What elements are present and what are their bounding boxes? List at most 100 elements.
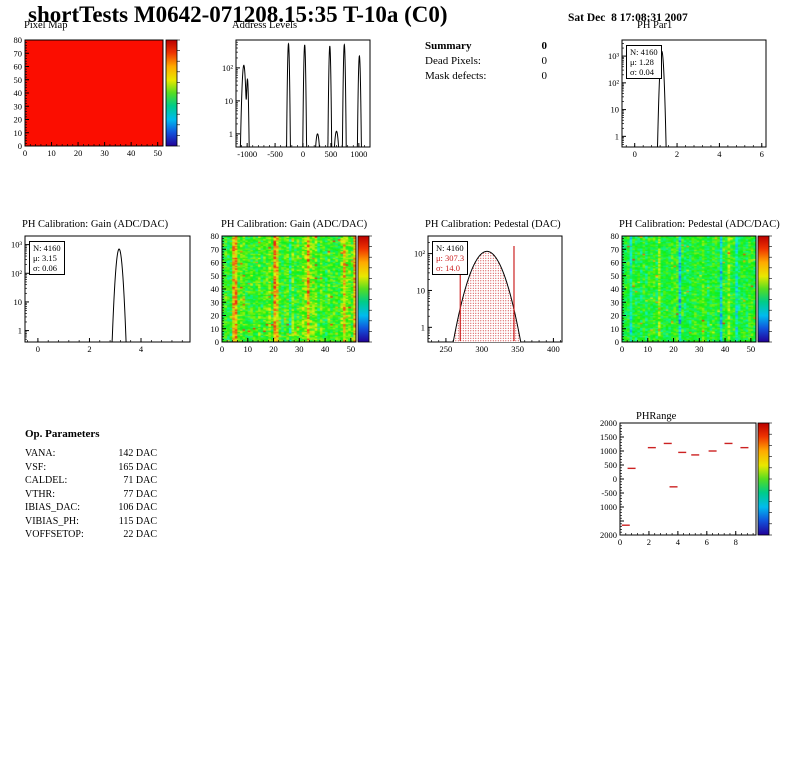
svg-text:0: 0 [220, 344, 224, 354]
svg-text:500: 500 [325, 149, 338, 159]
op-param-row: VIBIAS_PH: 115 DAC [25, 515, 157, 529]
op-param-row: CALDEL: 71 DAC [25, 474, 157, 488]
timestamp: Sat Dec 8 17:08:31 2007 [568, 12, 688, 24]
gain-hist-title: PH Calibration: Gain (ADC/DAC) [22, 219, 169, 230]
svg-text:70: 70 [611, 244, 620, 254]
param-label: VTHR: [25, 488, 55, 500]
svg-text:40: 40 [721, 344, 730, 354]
param-value: 106 DAC [118, 502, 157, 513]
svg-text:10: 10 [14, 128, 23, 138]
dead-pixels-value: 0 [541, 55, 548, 67]
svg-text:1000: 1000 [600, 446, 617, 456]
svg-text:1000: 1000 [600, 502, 617, 512]
stat-mean: μ: 307.3 [436, 253, 465, 263]
svg-text:0: 0 [620, 344, 624, 354]
op-param-row: VSF: 165 DAC [25, 461, 157, 475]
param-value: 71 DAC [123, 475, 157, 486]
summary-block: Summary 0 Dead Pixels: 0 Mask defects: 0 [425, 40, 547, 85]
svg-text:250: 250 [440, 344, 453, 354]
stat-mean: μ: 3.15 [33, 253, 57, 263]
svg-text:500: 500 [604, 460, 617, 470]
svg-text:80: 80 [14, 35, 23, 45]
pedestal-map-title: PH Calibration: Pedestal (ADC/DAC) [619, 219, 780, 230]
svg-text:2: 2 [87, 344, 91, 354]
param-value: 22 DAC [123, 529, 157, 540]
svg-text:10: 10 [47, 148, 56, 158]
svg-text:2000: 2000 [600, 530, 617, 540]
svg-text:40: 40 [611, 284, 620, 294]
svg-text:2: 2 [647, 537, 651, 547]
svg-text:4: 4 [139, 344, 144, 354]
svg-text:0: 0 [36, 344, 40, 354]
op-param-row: VTHR: 77 DAC [25, 488, 157, 502]
svg-text:0: 0 [301, 149, 305, 159]
svg-text:20: 20 [269, 344, 278, 354]
svg-text:1: 1 [229, 129, 233, 139]
svg-text:0: 0 [18, 141, 22, 151]
svg-text:50: 50 [211, 271, 220, 281]
ph-par1-plot: 0 2 4 6 1 10 10² 10³ [608, 39, 767, 159]
svg-text:10: 10 [211, 324, 220, 334]
svg-text:30: 30 [611, 297, 620, 307]
svg-text:400: 400 [547, 344, 560, 354]
gain-heatmap-canvas [222, 236, 356, 342]
svg-text:20: 20 [611, 311, 620, 321]
svg-text:30: 30 [295, 344, 304, 354]
svg-text:10: 10 [225, 96, 234, 106]
op-parameters-block: Op. Parameters VANA: 142 DAC VSF: 165 DAC … [25, 428, 157, 542]
svg-text:20: 20 [669, 344, 678, 354]
svg-text:40: 40 [14, 88, 23, 98]
svg-text:10: 10 [244, 344, 253, 354]
stat-sigma: σ: 0.06 [33, 263, 57, 273]
svg-text:30: 30 [100, 148, 109, 158]
svg-text:30: 30 [14, 101, 23, 111]
dead-pixels-label: Dead Pixels: [425, 55, 481, 67]
param-value: 115 DAC [118, 515, 157, 527]
svg-text:10: 10 [417, 285, 426, 295]
svg-text:50: 50 [747, 344, 756, 354]
pixel-map-title: Pixel Map [24, 20, 68, 31]
svg-text:50: 50 [153, 148, 162, 158]
pedestal-heatmap-canvas [622, 236, 756, 342]
op-param-row: VOFFSETOP: 22 DAC [25, 528, 157, 542]
svg-text:6: 6 [760, 149, 764, 159]
ph-par1-title: PH Par1 [637, 20, 673, 31]
svg-text:10³: 10³ [608, 51, 620, 61]
svg-text:0: 0 [215, 337, 219, 347]
svg-text:1: 1 [615, 131, 619, 141]
svg-text:50: 50 [347, 344, 356, 354]
address-levels-plot: -1000 -500 0 500 1000 1 10 10² [222, 39, 371, 159]
stat-entries: N: 4160 [630, 47, 658, 57]
svg-text:0: 0 [613, 474, 617, 484]
svg-text:2: 2 [675, 149, 679, 159]
svg-text:60: 60 [611, 258, 620, 268]
mask-defects-label: Mask defects: [425, 70, 487, 82]
param-label: VANA: [25, 448, 56, 459]
svg-text:10²: 10² [11, 268, 23, 278]
summary-value: 0 [541, 40, 548, 52]
op-param-row: VANA: 142 DAC [25, 447, 157, 461]
param-label: VOFFSETOP: [25, 529, 84, 540]
svg-text:2000: 2000 [600, 418, 617, 428]
svg-text:1500: 1500 [600, 432, 617, 442]
param-value: 142 DAC [118, 448, 157, 459]
stat-sigma: σ: 0.04 [630, 67, 654, 77]
stat-sigma: σ: 14.0 [436, 263, 460, 273]
svg-text:20: 20 [74, 148, 83, 158]
svg-text:4: 4 [717, 149, 722, 159]
svg-text:0: 0 [615, 337, 619, 347]
stat-entries: N: 4160 [33, 243, 61, 253]
svg-text:0: 0 [618, 537, 622, 547]
svg-text:80: 80 [611, 231, 620, 241]
svg-text:30: 30 [211, 297, 220, 307]
param-label: VIBIAS_PH: [25, 515, 79, 527]
svg-text:1: 1 [18, 326, 22, 336]
svg-text:60: 60 [211, 258, 220, 268]
svg-text:1000: 1000 [350, 149, 367, 159]
svg-text:50: 50 [14, 75, 23, 85]
mask-defects-value: 0 [541, 70, 548, 82]
svg-text:20: 20 [211, 311, 220, 321]
